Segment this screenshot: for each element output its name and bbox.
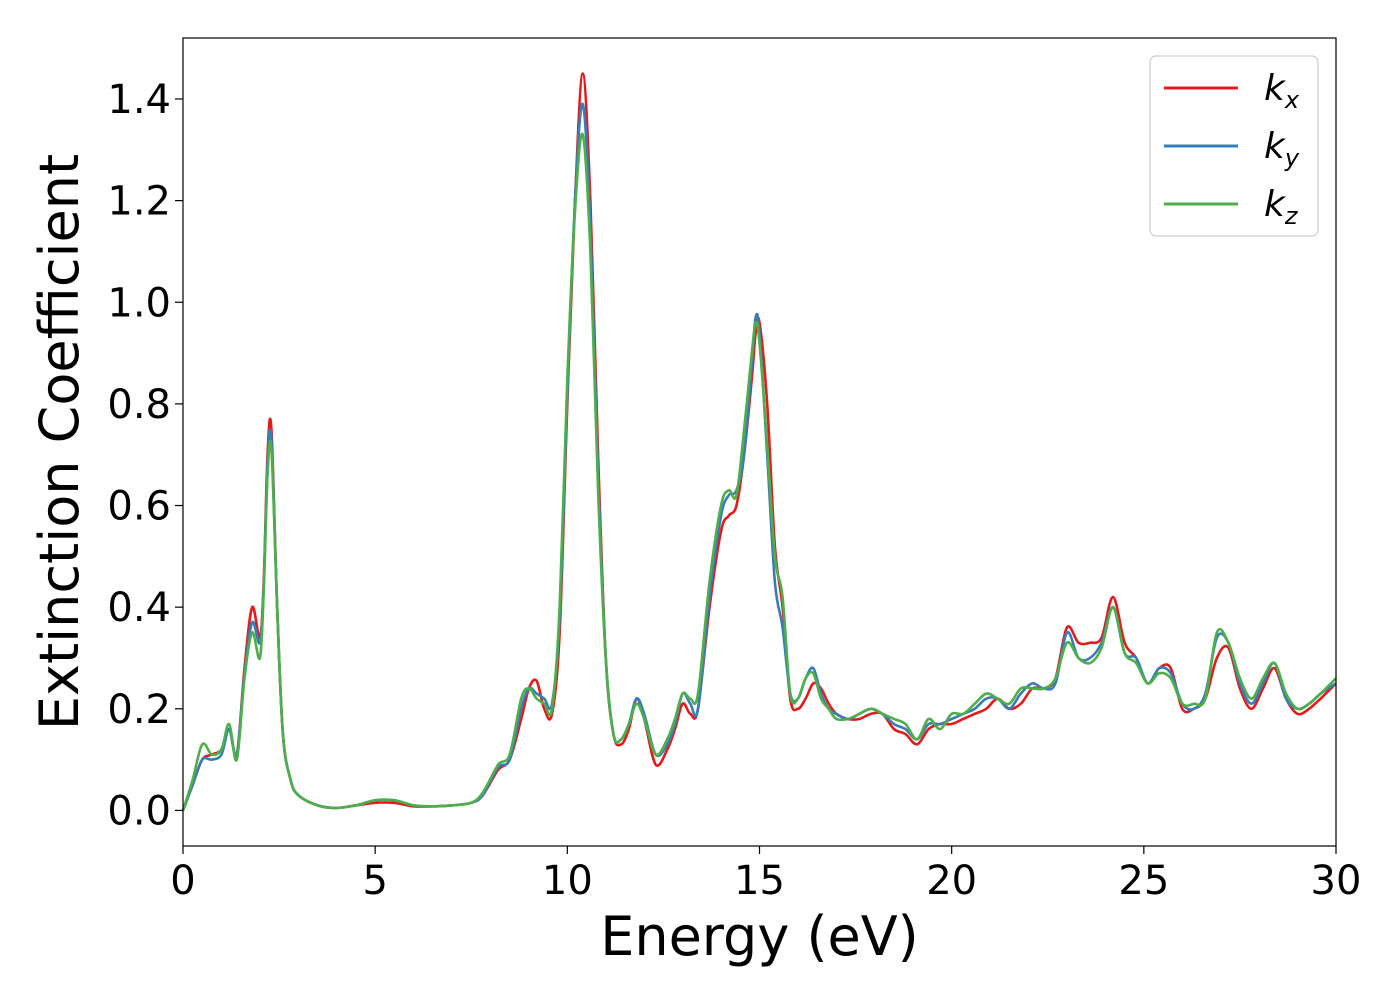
- legend-label-y: ky: [1264, 126, 1300, 172]
- x-tick-label: 0: [170, 858, 195, 904]
- series-layer: [181, 72, 1337, 811]
- y-tick-label: 0.6: [107, 484, 171, 530]
- x-tick-label: 20: [926, 858, 977, 904]
- y-tick-label: 0.2: [107, 687, 171, 733]
- x-axis-title: Energy (eV): [600, 905, 919, 968]
- legend: kx ky kz: [1149, 55, 1319, 237]
- legend-label-z: kz: [1264, 184, 1299, 230]
- y-tick-label: 0.8: [107, 382, 171, 428]
- x-tick-label: 5: [362, 858, 387, 904]
- y-tick-label: 0.4: [107, 585, 171, 631]
- y-tick-label: 1.2: [107, 179, 171, 225]
- x-tick-label: 10: [542, 858, 593, 904]
- y-axis: 0.0 0.2 0.4 0.6 0.8 1.0 1.2 1.4: [107, 77, 183, 834]
- x-tick-label: 15: [734, 858, 785, 904]
- y-tick-label: 1.4: [107, 77, 171, 123]
- legend-label-x: kx: [1264, 68, 1300, 114]
- y-tick-label: 0.0: [107, 788, 171, 834]
- x-axis: 0 5 10 15 20 25 30: [170, 846, 1361, 904]
- y-tick-label: 1.0: [107, 280, 171, 326]
- x-tick-label: 30: [1311, 858, 1362, 904]
- y-axis-title: Extinction Coefficient: [28, 154, 91, 730]
- x-tick-label: 25: [1118, 858, 1169, 904]
- series-line-z: [181, 132, 1337, 811]
